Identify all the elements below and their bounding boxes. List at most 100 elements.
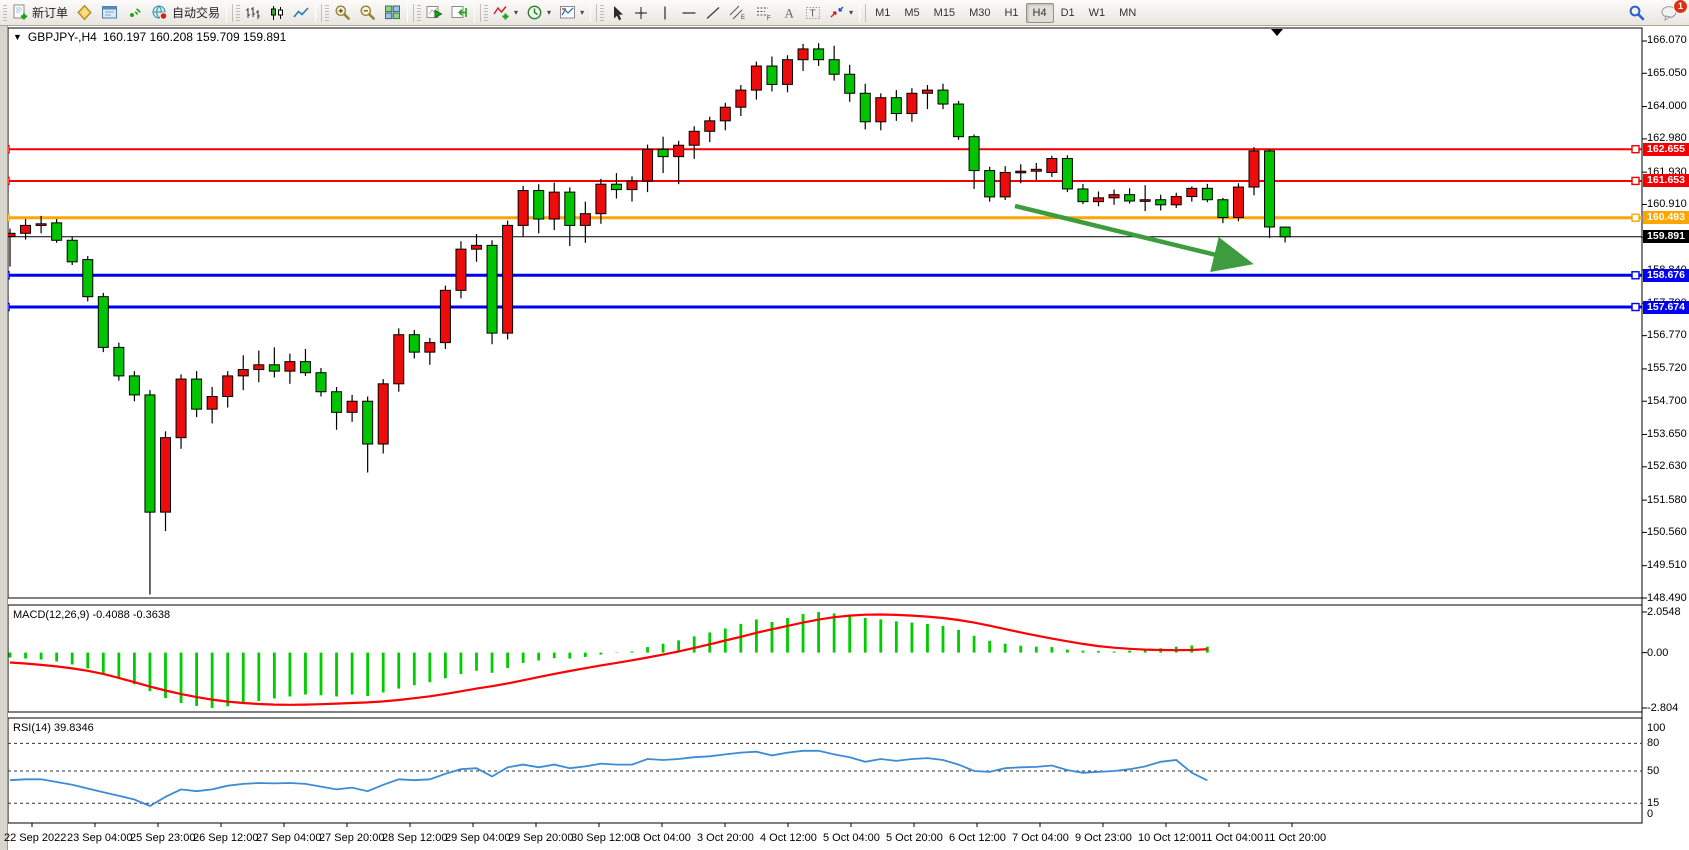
toolbar-grip[interactable] — [236, 4, 241, 21]
line-chart-button[interactable] — [289, 2, 313, 24]
timeframe-d1[interactable]: D1 — [1060, 6, 1075, 19]
chart-canvas[interactable] — [0, 26, 1689, 850]
toolbar-separator — [859, 3, 867, 22]
chart-window[interactable]: ▼ GBPJPY-,H4 160.197 160.208 159.709 159… — [0, 26, 1689, 850]
line-chart-icon — [293, 5, 309, 21]
chevron-down-icon[interactable]: ▾ — [547, 8, 552, 17]
macd-axis-label: -2.804 — [1647, 702, 1679, 714]
chart-collapse-icon[interactable]: ▼ — [13, 32, 22, 42]
new-order-button[interactable]: 新订单 — [8, 1, 72, 24]
price-line-badge: 161.653 — [1643, 174, 1689, 188]
auto-scroll-button[interactable] — [422, 1, 447, 24]
auto-trading-icon — [151, 4, 169, 21]
bar-chart-button[interactable] — [241, 2, 265, 24]
line-handle — [1631, 213, 1640, 222]
chart-shift-marker-icon[interactable] — [1271, 29, 1283, 36]
toolbar-group: ▾ ▾ ▾ — [483, 1, 588, 25]
time-tick-label: 9 Oct 23:00 — [1075, 832, 1132, 844]
price-line-badge: 157.674 — [1643, 300, 1689, 314]
market-watch-button[interactable] — [72, 1, 97, 24]
price-tick-label: 148.490 — [1647, 591, 1687, 604]
timeframe-mn[interactable]: MN — [1119, 6, 1137, 19]
arrows-button[interactable]: ▾ — [825, 2, 857, 24]
time-tick-label: 22 Sep 2022 — [4, 832, 67, 844]
chat-button[interactable]: 1 — [1657, 0, 1688, 24]
time-tick-label: 23 Sep 04:00 — [67, 832, 133, 844]
zoom-out-button[interactable] — [355, 1, 380, 24]
rsi-axis-label: 100 — [1647, 722, 1666, 734]
price-line-badge: 159.891 — [1643, 230, 1689, 244]
svg-text:E: E — [741, 15, 745, 21]
price-tick-label: 160.910 — [1647, 197, 1687, 210]
periods-button[interactable]: ▾ — [522, 1, 555, 24]
indicators-button[interactable]: ▾ — [489, 1, 522, 24]
timeframe-w1[interactable]: W1 — [1088, 6, 1106, 19]
tile-windows-button[interactable] — [380, 1, 405, 24]
price-tick-label: 162.980 — [1647, 132, 1687, 145]
cursor-button[interactable] — [605, 2, 629, 24]
horizontal-line-button[interactable] — [677, 2, 701, 24]
panel-frames — [7, 27, 1643, 824]
trendline-icon — [705, 5, 721, 21]
chevron-down-icon[interactable]: ▾ — [514, 8, 519, 17]
crosshair-icon — [633, 5, 649, 21]
toolbar-group — [416, 1, 472, 25]
toolbar-grip[interactable] — [600, 4, 605, 21]
search-button[interactable] — [1624, 1, 1649, 24]
templates-button[interactable]: ▾ — [555, 1, 588, 24]
chart-ohlc-readout: 160.197 160.208 159.709 159.891 — [102, 30, 287, 44]
price-tick-label: 156.770 — [1647, 329, 1687, 342]
time-tick-label: 7 Oct 04:00 — [1012, 832, 1069, 844]
toolbar-grip[interactable] — [3, 4, 7, 21]
timeframe-m30[interactable]: M30 — [969, 6, 991, 19]
chevron-down-icon[interactable]: ▾ — [580, 8, 585, 17]
chart-symbol-period: GBPJPY-,H4 — [27, 30, 97, 44]
price-tick-label: 151.580 — [1647, 493, 1687, 506]
zoom-in-icon — [334, 4, 351, 21]
trendline-button[interactable] — [701, 2, 725, 24]
time-tick-label: 6 Oct 12:00 — [949, 832, 1006, 844]
periods-icon — [526, 4, 543, 21]
text-label-button[interactable]: T — [801, 2, 825, 24]
indicators-icon — [493, 4, 510, 21]
line-handle — [1631, 302, 1640, 312]
timeframe-m15[interactable]: M15 — [933, 6, 956, 19]
text-button[interactable]: A — [777, 2, 801, 24]
toolbar-grip[interactable] — [325, 4, 330, 21]
timeframe-m5[interactable]: M5 — [904, 6, 920, 19]
vertical-line-button[interactable] — [653, 2, 677, 24]
trend-arrow[interactable] — [1014, 203, 1254, 273]
toolbar-grip[interactable] — [417, 4, 422, 21]
svg-text:T: T — [810, 8, 816, 19]
price-tick-label: 166.070 — [1647, 34, 1687, 47]
time-tick-label: 25 Sep 23:00 — [130, 832, 196, 844]
auto-trading-button[interactable]: 自动交易 — [147, 1, 224, 24]
timeframe-h4[interactable]: H4 — [1025, 2, 1054, 23]
chart-title: ▼ GBPJPY-,H4 160.197 160.208 159.709 159… — [13, 30, 286, 44]
chat-notification-badge: 1 — [1673, 0, 1688, 14]
market-watch-icon — [76, 4, 93, 21]
toolbar-grip[interactable] — [484, 4, 489, 21]
timeframe-m1[interactable]: M1 — [875, 6, 891, 19]
price-tick-label: 149.510 — [1647, 559, 1687, 572]
chart-shift-button[interactable] — [447, 1, 472, 24]
crosshair-button[interactable] — [629, 2, 653, 24]
auto-scroll-icon — [426, 4, 443, 21]
toolbar-group: E F A T ▾ — [599, 1, 857, 25]
time-tick-label: 5 Oct 04:00 — [823, 832, 880, 844]
time-axis-ticks — [31, 823, 1293, 827]
macd-indicator-label: MACD(12,26,9) -0.4088 -0.3638 — [13, 609, 171, 621]
timeframe-h1[interactable]: H1 — [1004, 6, 1019, 19]
rsi-indicator-label: RSI(14) 39.8346 — [13, 722, 94, 734]
chevron-down-icon[interactable]: ▾ — [849, 8, 854, 17]
new-order-label: 新订单 — [32, 6, 69, 20]
fibonacci-button[interactable]: F — [751, 2, 777, 24]
candlestick-chart-button[interactable] — [265, 2, 289, 24]
zoom-in-button[interactable] — [330, 1, 355, 24]
templates-icon — [559, 4, 576, 21]
equidistant-channel-icon: E — [729, 5, 747, 21]
rsi-axis-label: 15 — [1647, 797, 1660, 810]
equidistant-channel-button[interactable]: E — [725, 2, 751, 24]
navigator-button[interactable] — [122, 1, 147, 24]
data-window-button[interactable] — [97, 1, 122, 24]
